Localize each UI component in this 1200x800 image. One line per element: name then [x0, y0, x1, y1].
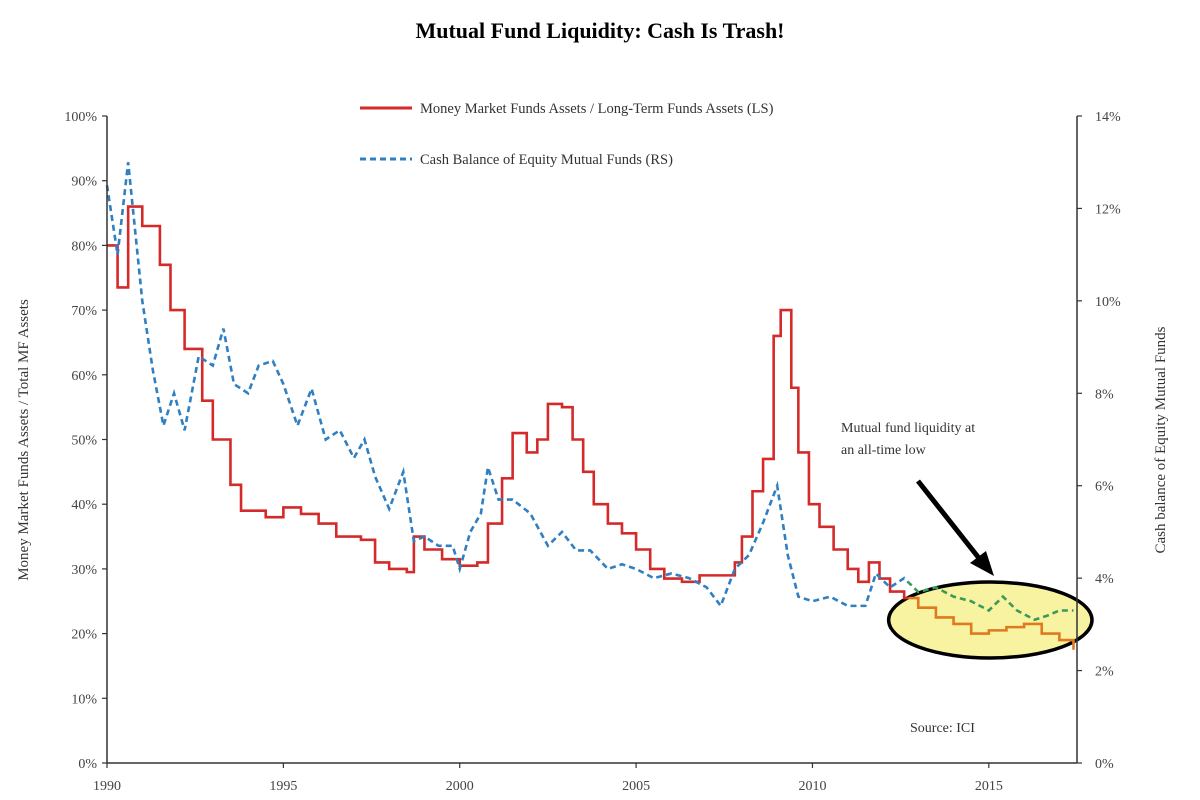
- highlight-layer: [886, 580, 1094, 660]
- x-tick-label: 2005: [622, 779, 650, 794]
- x-tick-label: 1990: [93, 779, 121, 794]
- right-ticks: 0% 2% 4% 6% 8% 10% 12% 14%: [1077, 110, 1121, 772]
- left-tick-label: 20%: [71, 628, 97, 643]
- right-tick-label: 4%: [1095, 572, 1114, 587]
- y-axis-label-left: Money Market Funds Assets / Total MF Ass…: [16, 299, 32, 581]
- legend: Money Market Funds Assets / Long-Term Fu…: [360, 101, 774, 168]
- series-layer: [105, 162, 1075, 650]
- legend-label-mmf: Money Market Funds Assets / Long-Term Fu…: [420, 101, 774, 117]
- right-tick-label: 14%: [1095, 110, 1121, 125]
- x-tick-label: 2000: [446, 779, 474, 794]
- annotation: Mutual fund liquidity at an all-time low…: [841, 421, 994, 736]
- left-tick-label: 10%: [71, 692, 97, 707]
- left-tick-label: 80%: [71, 239, 97, 254]
- left-tick-label: 30%: [71, 563, 97, 578]
- left-tick-label: 60%: [71, 369, 97, 384]
- left-tick-label: 0%: [78, 757, 97, 772]
- highlight-ellipse: [886, 580, 1094, 660]
- left-tick-label: 90%: [71, 175, 97, 190]
- left-tick-label: 70%: [71, 304, 97, 319]
- x-tick-label: 2010: [798, 779, 826, 794]
- y-axis-label-right: Cash balance of Equity Mutual Funds: [1153, 326, 1169, 553]
- right-tick-label: 2%: [1095, 665, 1114, 680]
- left-tick-label: 100%: [64, 110, 97, 125]
- source-label: Source: ICI: [910, 721, 975, 736]
- left-tick-label: 50%: [71, 434, 97, 449]
- right-tick-label: 8%: [1095, 387, 1114, 402]
- x-ticks: 1990 1995 2000 2005 2010 2015: [93, 763, 1003, 794]
- x-tick-label: 2015: [975, 779, 1003, 794]
- axes: [106, 116, 1078, 764]
- chart-title: Mutual Fund Liquidity: Cash Is Trash!: [415, 18, 784, 43]
- right-tick-label: 6%: [1095, 480, 1114, 495]
- left-ticks: 0% 10% 20% 30% 40% 50% 60% 70% 80% 90% 100%: [64, 110, 107, 772]
- right-tick-label: 12%: [1095, 202, 1121, 217]
- right-tick-label: 10%: [1095, 295, 1121, 310]
- x-tick-label: 1995: [269, 779, 297, 794]
- legend-label-cash: Cash Balance of Equity Mutual Funds (RS): [420, 152, 673, 168]
- callout-text-line-2: an all-time low: [841, 443, 927, 458]
- arrow-icon: [916, 479, 994, 576]
- right-tick-label: 0%: [1095, 757, 1114, 772]
- callout-text-line-1: Mutual fund liquidity at: [841, 421, 975, 436]
- series-line-cash: [105, 162, 909, 609]
- left-tick-label: 40%: [71, 498, 97, 513]
